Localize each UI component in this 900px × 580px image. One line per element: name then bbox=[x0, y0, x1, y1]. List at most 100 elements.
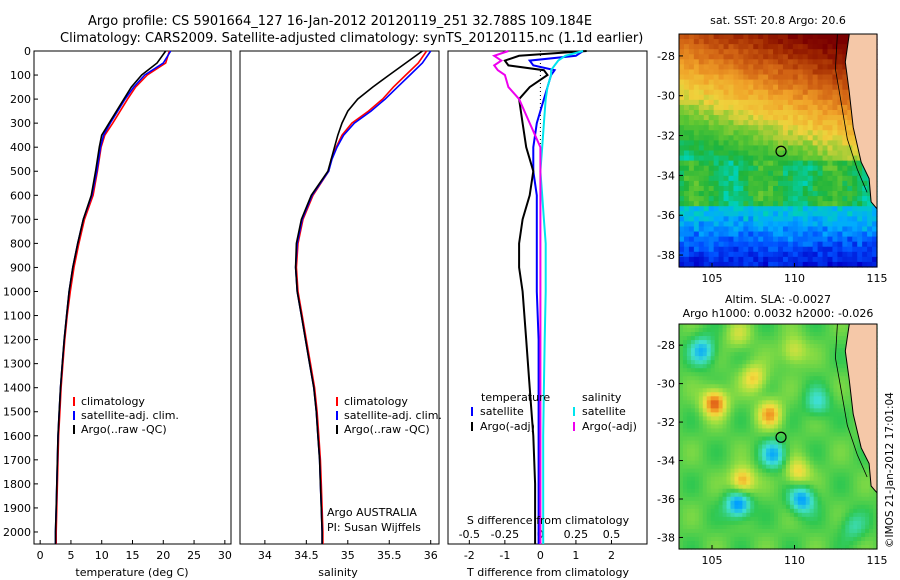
heatmap-cell bbox=[822, 191, 829, 197]
heatmap-cell bbox=[778, 344, 783, 349]
heatmap-cell bbox=[718, 328, 724, 333]
heatmap-cell bbox=[842, 165, 848, 172]
heatmap-cell bbox=[792, 44, 799, 50]
heatmap-cell bbox=[718, 492, 724, 498]
heatmap-cell bbox=[821, 428, 827, 434]
heatmap-cell bbox=[690, 484, 696, 490]
heatmap-cell bbox=[801, 532, 807, 538]
heatmap-cell bbox=[722, 432, 728, 438]
heatmap-cell bbox=[782, 216, 789, 223]
heatmap-cell bbox=[688, 79, 695, 86]
heatmap-cell bbox=[710, 460, 716, 466]
depth-tick-label: 1400 bbox=[3, 382, 31, 395]
heatmap-cell bbox=[833, 432, 838, 438]
heatmap-cell bbox=[773, 120, 779, 126]
heatmap-cell bbox=[743, 39, 749, 45]
heatmap-cell bbox=[679, 460, 684, 466]
heatmap-cell bbox=[713, 226, 720, 233]
heatmap-cell bbox=[857, 512, 862, 518]
heatmap-cell bbox=[758, 544, 763, 550]
heatmap-cell bbox=[821, 336, 827, 341]
heatmap-cell bbox=[718, 54, 725, 60]
heatmap-cell bbox=[825, 408, 831, 413]
heatmap-cell bbox=[841, 392, 846, 397]
heatmap-cell bbox=[827, 34, 834, 40]
heatmap-cell bbox=[774, 544, 779, 550]
heatmap-cell bbox=[812, 251, 819, 258]
heatmap-cell bbox=[683, 226, 690, 233]
heatmap-cell bbox=[768, 49, 774, 55]
heatmap-cell bbox=[763, 54, 769, 60]
heatmap-cell bbox=[694, 376, 700, 381]
heatmap-cell bbox=[812, 54, 819, 60]
heatmap-cell bbox=[706, 404, 712, 409]
heatmap-cell bbox=[750, 336, 755, 341]
heatmap-cell bbox=[837, 444, 842, 450]
heatmap-cell bbox=[753, 150, 759, 157]
heatmap-cell bbox=[781, 324, 787, 329]
heatmap-cell bbox=[730, 328, 736, 333]
heatmap-cell bbox=[730, 340, 736, 345]
heatmap-cell bbox=[781, 384, 787, 389]
heatmap-cell bbox=[845, 460, 850, 466]
heatmap-cell bbox=[841, 460, 846, 466]
heatmap-cell bbox=[805, 448, 811, 454]
heatmap-cell bbox=[718, 520, 724, 526]
heatmap-cell bbox=[847, 185, 853, 192]
heatmap-cell bbox=[841, 332, 846, 337]
heatmap-cell bbox=[813, 516, 819, 522]
heatmap-cell bbox=[785, 356, 791, 361]
heatmap-cell bbox=[746, 352, 751, 357]
heatmap-cell bbox=[698, 416, 704, 422]
heatmap-cell bbox=[781, 540, 787, 546]
heatmap-cell bbox=[750, 424, 755, 430]
heatmap-cell bbox=[714, 544, 720, 550]
heatmap-cell bbox=[710, 384, 716, 389]
heatmap-cell bbox=[842, 175, 848, 182]
heatmap-cell bbox=[793, 428, 799, 434]
heatmap-cell bbox=[728, 211, 735, 217]
heatmap-cell bbox=[710, 468, 716, 474]
heatmap-cell bbox=[718, 460, 724, 466]
heatmap-cell bbox=[708, 165, 715, 172]
heatmap-cell bbox=[797, 392, 803, 397]
heatmap-cell bbox=[770, 340, 775, 345]
heatmap-cell bbox=[722, 480, 728, 486]
heatmap-cell bbox=[682, 456, 688, 462]
heatmap-cell bbox=[845, 532, 850, 538]
heatmap-cell bbox=[801, 464, 807, 470]
heatmap-cell bbox=[722, 536, 728, 542]
heatmap-cell bbox=[812, 231, 819, 238]
heatmap-cell bbox=[682, 424, 688, 430]
heatmap-cell bbox=[807, 236, 814, 243]
heatmap-cell bbox=[688, 155, 695, 162]
heatmap-cell bbox=[789, 468, 795, 474]
heatmap-cell bbox=[813, 532, 819, 538]
heatmap-cell bbox=[827, 64, 834, 71]
heatmap-cell bbox=[802, 216, 809, 223]
heatmap-cell bbox=[763, 155, 769, 162]
heatmap-cell bbox=[722, 332, 728, 337]
heatmap-cell bbox=[785, 392, 791, 397]
heatmap-cell bbox=[817, 89, 824, 96]
heatmap-cell bbox=[801, 388, 807, 393]
heatmap-cell bbox=[817, 456, 823, 462]
heatmap-cell bbox=[833, 456, 838, 462]
heatmap-cell bbox=[698, 516, 704, 522]
heatmap-cell bbox=[768, 89, 774, 96]
heatmap-cell bbox=[813, 332, 819, 337]
heatmap-cell bbox=[718, 488, 724, 494]
heatmap-cell bbox=[778, 512, 783, 518]
heatmap-cell bbox=[817, 504, 823, 510]
depth-tick-label: 1200 bbox=[3, 334, 31, 347]
heatmap-cell bbox=[773, 231, 779, 238]
heatmap-cell bbox=[829, 492, 835, 498]
heatmap-cell bbox=[698, 160, 705, 167]
heatmap-cell bbox=[778, 452, 783, 458]
heatmap-cell bbox=[845, 452, 850, 458]
heatmap-cell bbox=[792, 115, 799, 121]
heatmap-cell bbox=[762, 476, 767, 482]
heatmap-cell bbox=[837, 44, 843, 50]
heatmap-cell bbox=[802, 49, 809, 55]
heatmap-cell bbox=[787, 241, 794, 248]
